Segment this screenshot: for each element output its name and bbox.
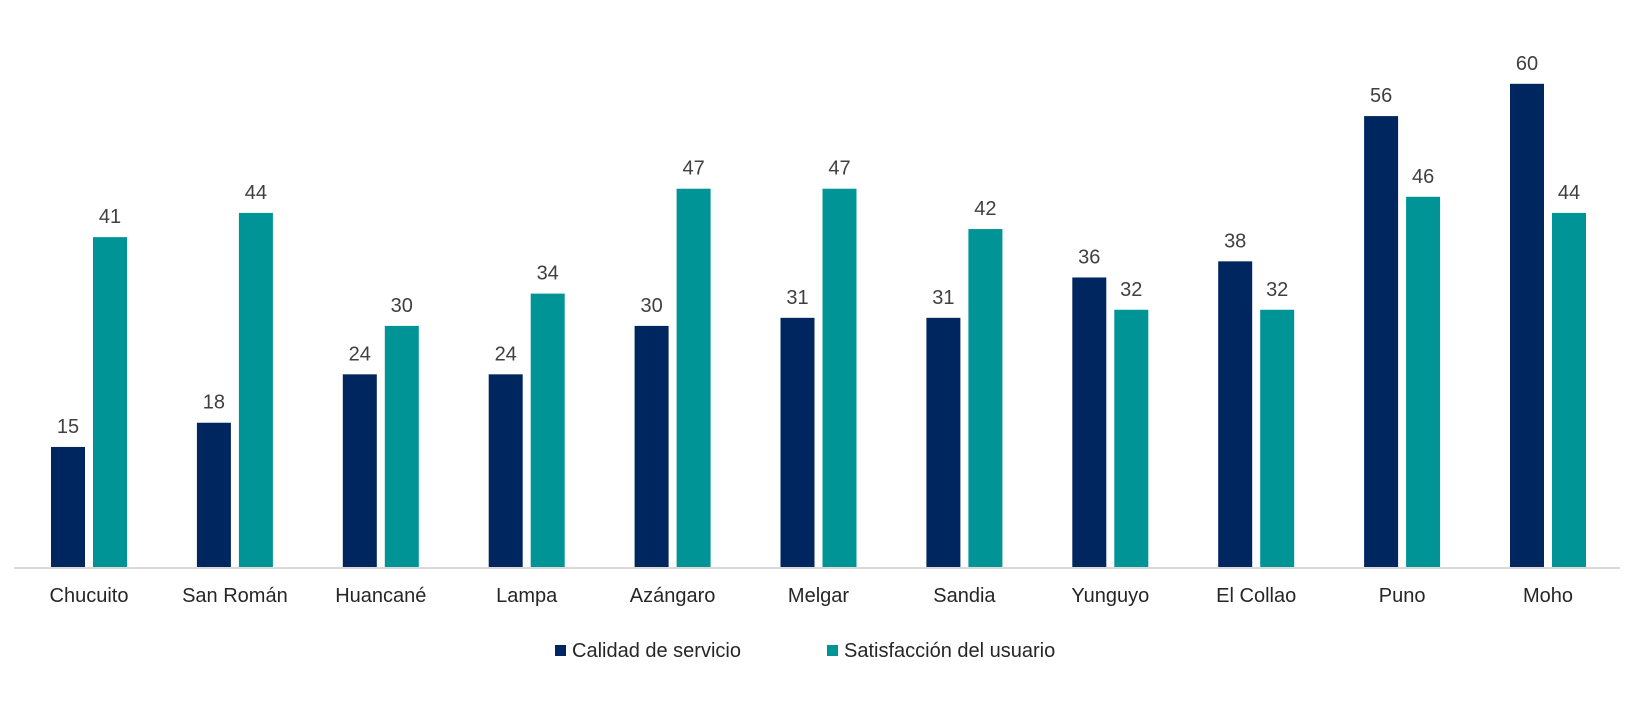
- bar-satisfaccion: [93, 237, 127, 568]
- data-label: 30: [640, 295, 662, 317]
- bar-calidad: [780, 317, 815, 568]
- data-label: 42: [974, 198, 996, 220]
- legend-swatch: [555, 645, 566, 656]
- bar-calidad: [1218, 261, 1253, 568]
- legend-label: Calidad de servicio: [572, 640, 741, 662]
- data-label: 24: [495, 343, 517, 365]
- bar-satisfaccion: [822, 188, 857, 568]
- data-label: 30: [391, 295, 413, 317]
- data-label: 47: [828, 158, 850, 180]
- data-label: 15: [57, 416, 79, 438]
- legend: Calidad de servicio Satisfacción del usua…: [555, 640, 1055, 662]
- data-label: 41: [99, 206, 121, 228]
- data-label: 36: [1078, 246, 1100, 268]
- data-label: 32: [1266, 279, 1288, 301]
- bar-calidad: [51, 446, 85, 568]
- bar-calidad: [342, 374, 377, 568]
- bars-layer: 15 41 18 44 24 30 24 34 30 47 31 47 31 42 36 32 38 32 56 46…: [51, 53, 1586, 569]
- data-label: 60: [1516, 53, 1538, 75]
- bar-satisfaccion: [384, 325, 419, 568]
- x-tick-label: Yunguyo: [1071, 585, 1149, 607]
- data-label: 44: [1558, 182, 1580, 204]
- x-tick-label: San Román: [182, 585, 288, 607]
- bar-calidad: [634, 325, 669, 568]
- x-tick-label: Azángaro: [630, 585, 716, 607]
- data-label: 34: [537, 263, 559, 285]
- bar-calidad: [488, 374, 523, 568]
- data-label: 31: [786, 287, 808, 309]
- x-tick-label: Puno: [1379, 585, 1426, 607]
- bar-satisfaccion: [530, 293, 565, 568]
- data-label: 38: [1224, 230, 1246, 252]
- bar-satisfaccion: [968, 229, 1003, 568]
- data-label: 56: [1370, 85, 1392, 107]
- bar-calidad: [1072, 277, 1107, 568]
- bar-calidad: [196, 422, 231, 568]
- bar-calidad: [1364, 116, 1399, 568]
- data-label: 31: [932, 287, 954, 309]
- legend-swatch: [827, 645, 838, 656]
- bar-satisfaccion: [676, 188, 711, 568]
- x-tick-label: Moho: [1523, 585, 1573, 607]
- bar-satisfaccion: [238, 212, 273, 569]
- bar-satisfaccion: [1406, 196, 1441, 568]
- bar-calidad: [1510, 83, 1544, 569]
- data-label: 32: [1120, 279, 1142, 301]
- x-tick-label: Melgar: [788, 585, 849, 607]
- bar-satisfaccion: [1260, 309, 1295, 568]
- legend-label: Satisfacción del usuario: [844, 640, 1055, 662]
- data-label: 44: [245, 182, 267, 204]
- x-tick-label: Lampa: [496, 585, 558, 607]
- data-label: 18: [203, 392, 225, 414]
- bar-calidad: [926, 317, 961, 568]
- x-tick-label: El Collao: [1216, 585, 1296, 607]
- bar-satisfaccion: [1114, 309, 1149, 568]
- data-label: 24: [349, 343, 371, 365]
- x-tick-label: Sandia: [933, 585, 996, 607]
- x-tick-label: Chucuito: [50, 585, 129, 607]
- x-tick-label: Huancané: [335, 585, 426, 607]
- data-label: 46: [1412, 166, 1434, 188]
- data-label: 47: [682, 158, 704, 180]
- bar-satisfaccion: [1552, 212, 1586, 569]
- x-tick-labels: Chucuito San Román Huancané Lampa Azángaro Me…: [50, 585, 1573, 607]
